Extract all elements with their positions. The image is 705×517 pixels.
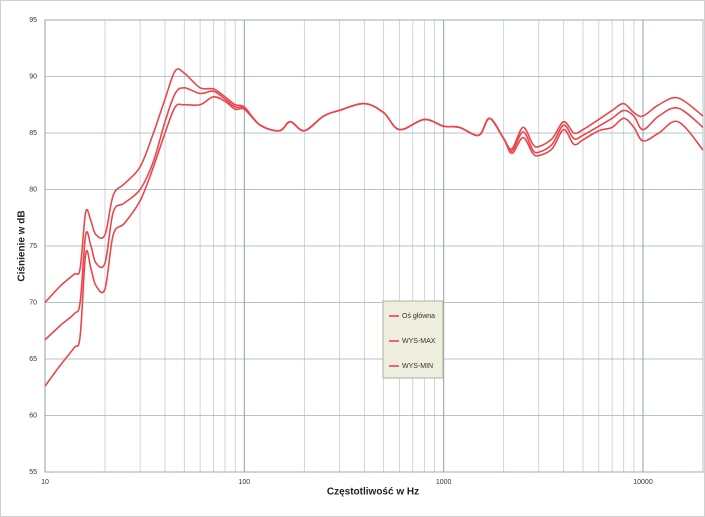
y-tick-label: 90 (29, 73, 37, 80)
y-tick-label: 60 (29, 412, 37, 419)
x-tick-label: 1000 (436, 479, 452, 486)
x-tick-label: 10000 (633, 479, 653, 486)
y-tick-label: 70 (29, 299, 37, 306)
y-axis-title: Ciśnienie w dB (17, 210, 28, 281)
y-tick-label: 75 (29, 243, 37, 250)
y-tick-label: 65 (29, 356, 37, 363)
y-tick-label: 55 (29, 469, 37, 476)
legend-label: WYS-MIN (402, 363, 433, 370)
x-axis-title: Częstotliwość w Hz (327, 487, 419, 498)
legend: Oś główna WYS-MAX WYS-MIN (382, 300, 444, 379)
y-tick-label: 95 (29, 17, 37, 24)
y-tick-label: 80 (29, 186, 37, 193)
x-tick-label: 10 (41, 479, 49, 486)
legend-label: WYS-MAX (402, 338, 436, 345)
line-series (44, 95, 704, 387)
legend-label: Oś główna (402, 313, 435, 320)
y-tick-label: 85 (29, 130, 37, 137)
legend-box (382, 300, 444, 379)
x-tick-label: 100 (238, 479, 250, 486)
